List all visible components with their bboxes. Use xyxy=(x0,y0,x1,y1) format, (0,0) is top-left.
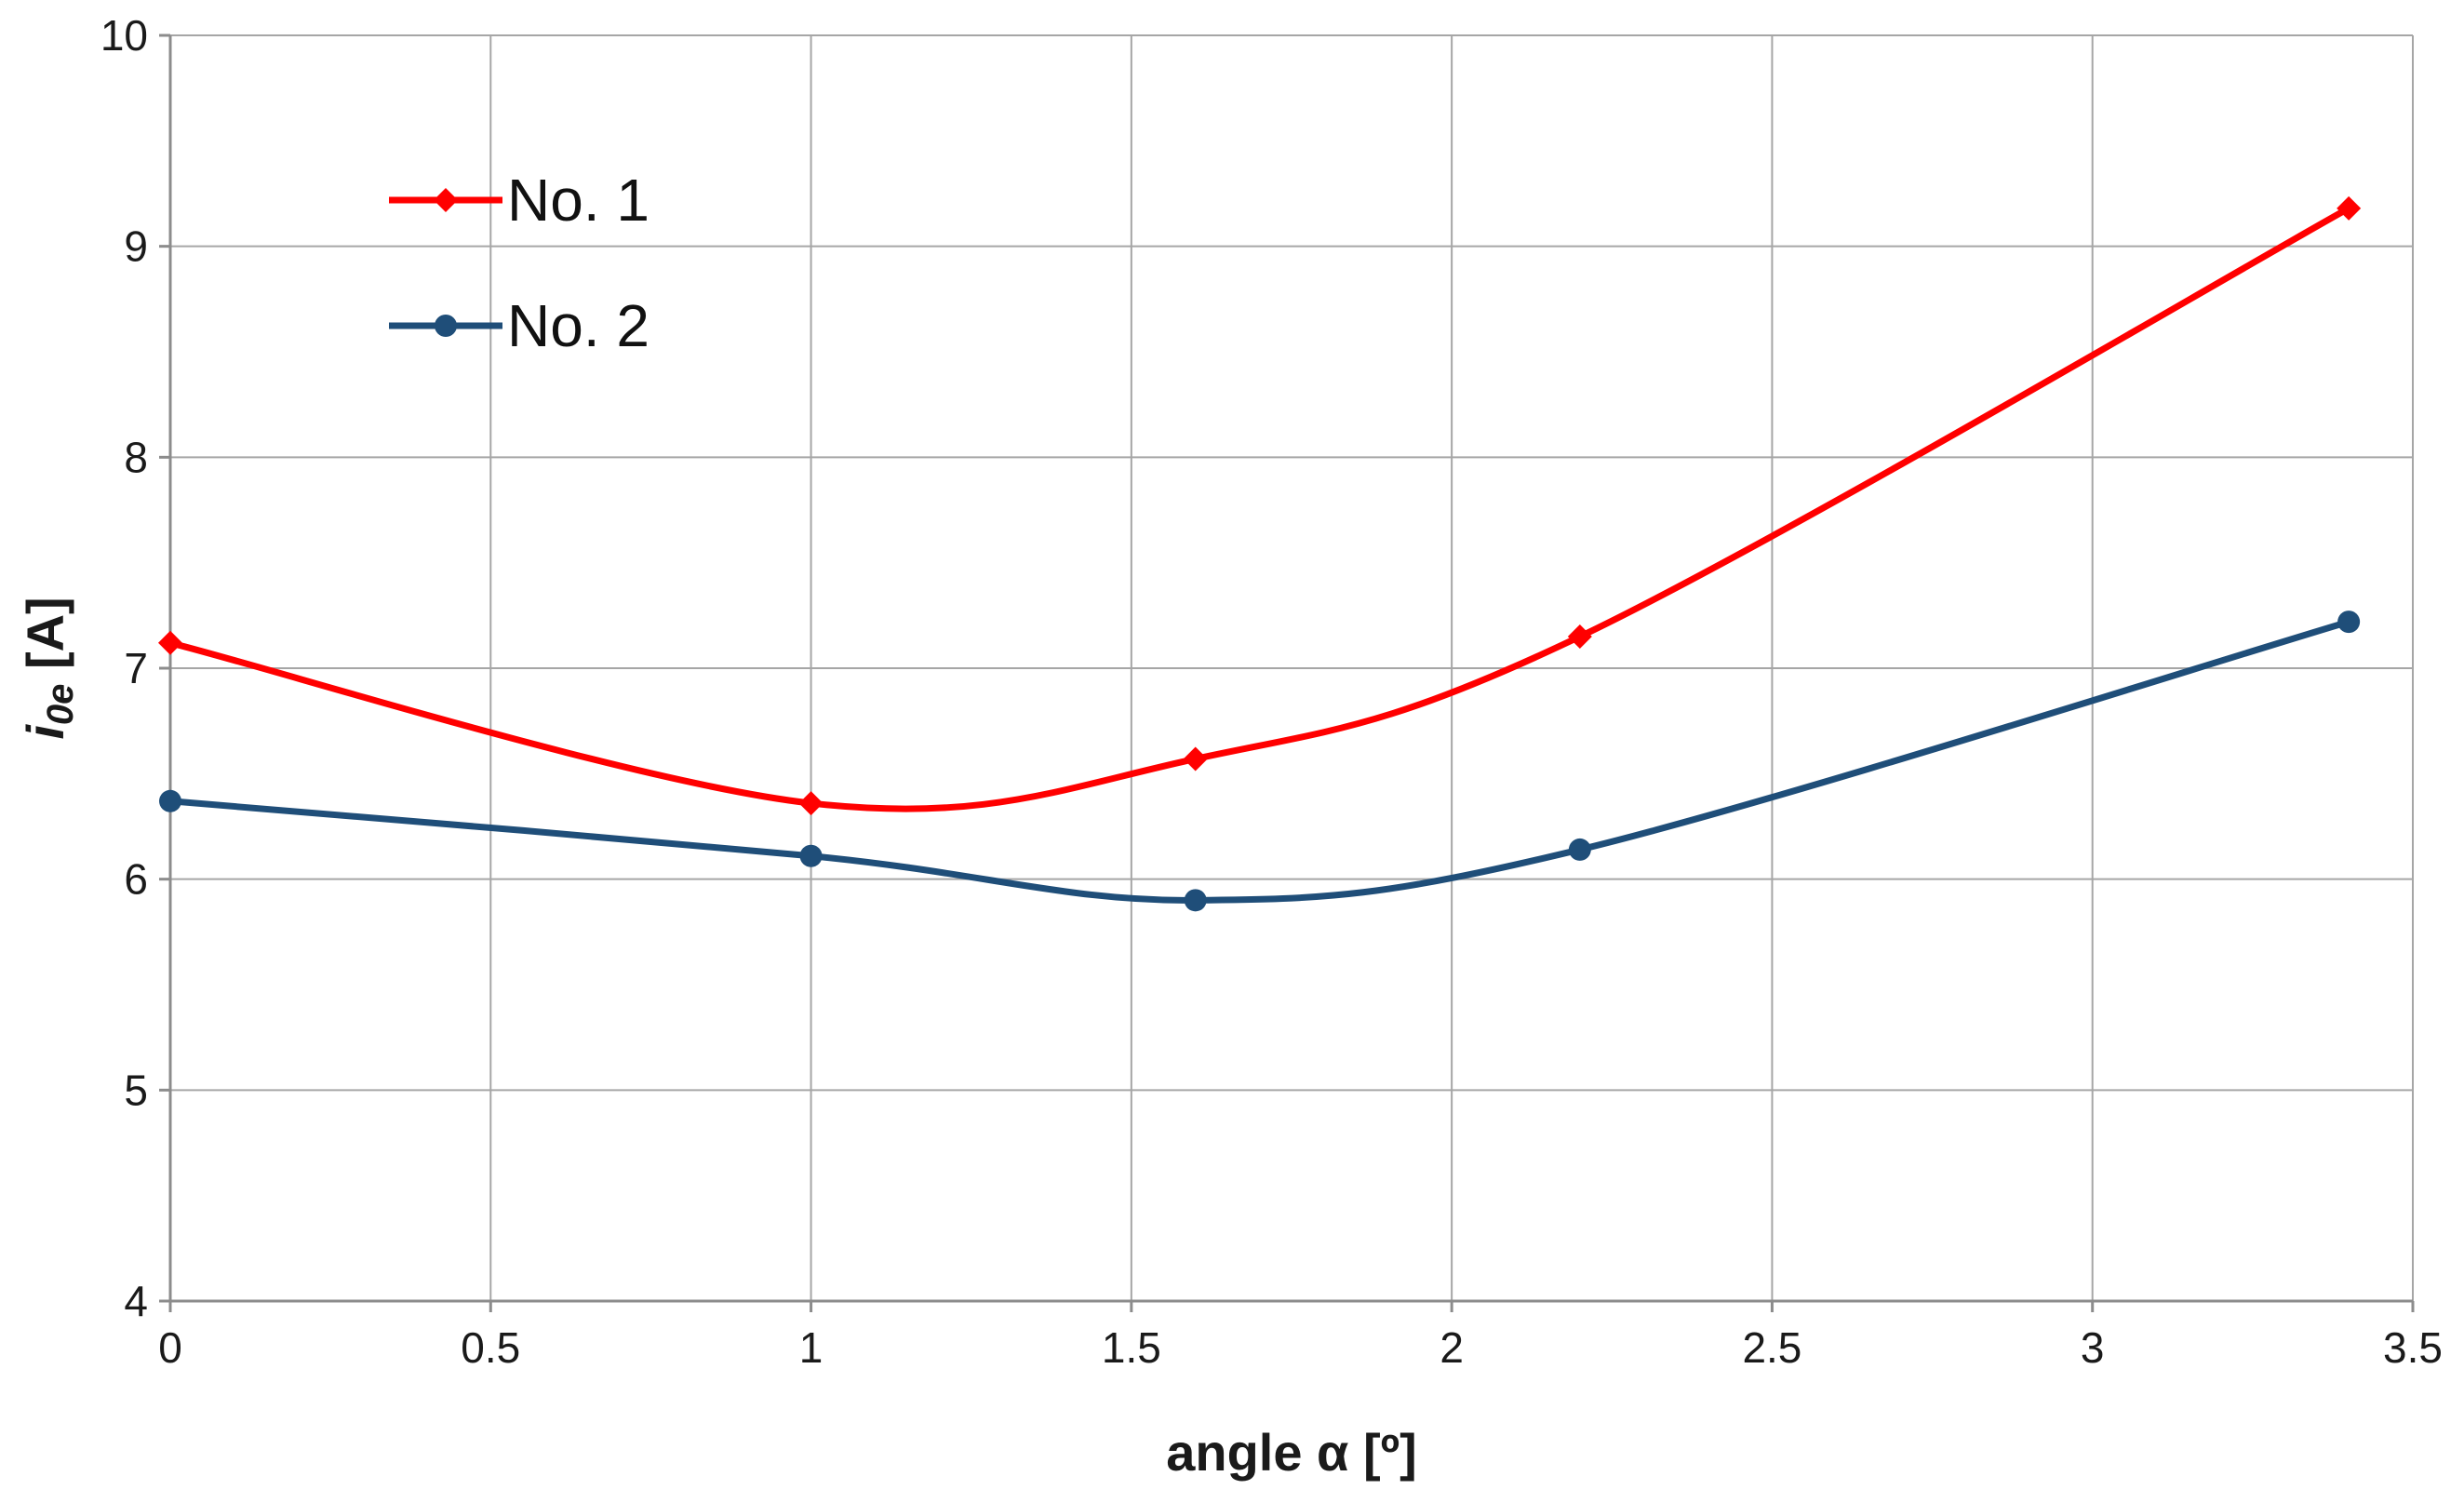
x-tick-label: 2.5 xyxy=(1742,1323,1801,1372)
legend-item-1: No. 1 xyxy=(389,167,649,234)
legend-item-2: No. 2 xyxy=(389,292,649,359)
y-axis-tick-labels: 4 5 6 7 8 9 10 xyxy=(100,11,148,1325)
x-axis-title: angle α [º] xyxy=(1166,1423,1417,1482)
x-tick-label: 1 xyxy=(799,1323,824,1372)
x-tick-label: 0.5 xyxy=(461,1323,520,1372)
data-point xyxy=(1568,838,1591,861)
data-point xyxy=(1184,889,1207,912)
series-line xyxy=(167,205,2352,812)
data-point xyxy=(799,844,823,867)
y-tick-label: 5 xyxy=(124,1066,148,1114)
legend-marker xyxy=(434,188,458,212)
x-tick-label: 3.5 xyxy=(2383,1323,2443,1372)
series-line xyxy=(167,618,2352,904)
grid-lines xyxy=(159,34,2415,1312)
y-tick-label: 4 xyxy=(124,1277,148,1325)
series-1 xyxy=(158,195,2362,816)
legend: No. 1 No. 2 xyxy=(389,167,649,359)
x-axis-tick-labels: 0 0.5 1 1.5 2 2.5 3 3.5 xyxy=(158,1323,2443,1372)
y-tick-label: 7 xyxy=(124,644,148,692)
legend-label: No. 1 xyxy=(507,167,649,234)
x-tick-label: 3 xyxy=(2081,1323,2105,1372)
y-axis-title-unit: [A] xyxy=(16,597,74,683)
y-axis-title: i0e [A] xyxy=(16,597,81,739)
x-tick-label: 1.5 xyxy=(1102,1323,1161,1372)
data-point xyxy=(2337,195,2362,221)
series-2 xyxy=(159,611,2361,912)
x-tick-label: 2 xyxy=(1440,1323,1464,1372)
data-point xyxy=(159,789,181,812)
y-axis-title-symbol: i xyxy=(16,724,74,740)
y-axis-title-subscript: 0e xyxy=(40,684,81,726)
y-tick-label: 6 xyxy=(124,855,148,904)
y-tick-label: 8 xyxy=(124,433,148,481)
legend-marker xyxy=(435,315,457,337)
data-point xyxy=(1183,746,1208,772)
data-point xyxy=(1567,624,1592,649)
data-point xyxy=(158,630,182,655)
y-tick-label: 10 xyxy=(100,11,148,60)
legend-label: No. 2 xyxy=(507,292,649,359)
y-tick-label: 9 xyxy=(124,222,148,271)
data-point xyxy=(2337,611,2361,634)
series-layer xyxy=(158,195,2362,912)
x-tick-label: 0 xyxy=(158,1323,182,1372)
data-point xyxy=(798,791,824,816)
